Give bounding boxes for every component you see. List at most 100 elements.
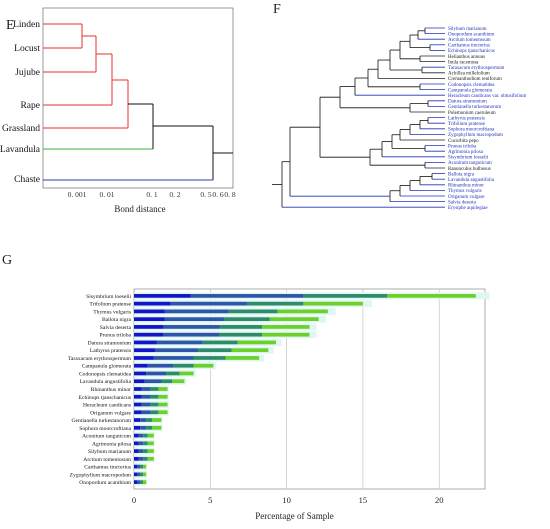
bar-segment [179, 371, 194, 376]
bar-segment [134, 348, 156, 353]
bar-segment [147, 441, 154, 446]
bar-segment [141, 410, 151, 415]
tree-leaf-label: Taraxacum erythrospermum [448, 66, 505, 71]
tree-leaf-label: Ballota nigra [448, 172, 475, 177]
category-label: Sophora moorcroftiana [79, 425, 131, 432]
category-label: Aconitum tanguticum [82, 434, 132, 440]
tree-leaf-label: Prunus triloba [448, 144, 477, 149]
tree-leaf-label: Agrimonia pilosa [448, 150, 484, 155]
category-label: Datura stramonium [88, 340, 132, 346]
bar-segment [134, 294, 191, 298]
tree-leaf-label: Gentianella turkestanorum [448, 105, 501, 110]
leaf-label-locust: Locust [14, 44, 40, 54]
bar-segment [138, 456, 144, 461]
category-label: Carthamus tinctorius [84, 465, 131, 471]
bar-segment [134, 332, 163, 337]
bar-segment [146, 425, 153, 430]
panel-e-frame [42, 7, 234, 189]
panel-f-label: F [273, 2, 281, 17]
bar-segment [219, 332, 263, 337]
bar-segment [262, 332, 310, 337]
category-label: Trifolium pratense [89, 301, 131, 308]
bar-segment [150, 387, 159, 391]
bar-segment [269, 317, 319, 322]
bar-segment [146, 418, 153, 422]
x-tick-label: 5 [208, 495, 212, 505]
bar-segment [134, 418, 141, 422]
panel-e-axis-ticks: 0. 001 0. 01 0. 1 0. 2 0. 5 0. 6 0. 8 [68, 190, 236, 199]
bar-segment [134, 394, 142, 399]
bar-segment [140, 472, 144, 477]
tick-001: 0. 01 [100, 190, 115, 199]
tick-05: 0. 5 [200, 190, 212, 199]
bar-segment [164, 309, 229, 314]
bar-segment [134, 472, 138, 477]
bar-segment [134, 325, 163, 329]
tree-leaf-label: Heracleum candicans var. obtusifolium [448, 94, 526, 99]
bar-segment [170, 301, 247, 306]
tree-leaf-label: Erysiphe aquilegiae [448, 206, 488, 211]
bar-segment [134, 371, 147, 376]
bar-segment [150, 402, 159, 407]
bar-segment [140, 464, 144, 469]
tree-leaf-label: Cucurbita pepo [448, 139, 479, 144]
bar-segment [143, 456, 148, 461]
tree-leaf-label: Datura stramonium [448, 100, 487, 105]
bar-segment [143, 480, 147, 484]
bar-segment [141, 387, 151, 391]
bar-segment [138, 449, 144, 453]
bar-segment [172, 379, 185, 384]
bar-segment [134, 340, 157, 345]
leaf-label-jujube: Jujube [15, 68, 40, 78]
bar-segment [143, 472, 147, 477]
bar-segment [146, 371, 167, 376]
leaf-label-rape: Rape [20, 101, 40, 111]
tree-leaf-label: Campanula glomerata [448, 88, 493, 93]
tree-leaf-label: Polemonium caeruleum [448, 111, 496, 116]
panel-g: G Sisymbrium loeselii Trifolium pratense T… [0, 252, 550, 524]
bar-segment [190, 294, 304, 298]
bar-segment [231, 348, 269, 353]
bar-segment [224, 317, 270, 322]
tree-leaf-label: Ranunculus bulbosus [448, 167, 491, 172]
bar-segment [134, 301, 171, 306]
bar-segment [228, 309, 278, 314]
bar-segment [134, 363, 148, 368]
bar-segment [147, 449, 154, 453]
bar-segment [141, 402, 151, 407]
bar-segment [134, 464, 138, 469]
bar-segment [143, 433, 148, 438]
bar-segment [158, 394, 168, 399]
tree-leaf-label: Thymus vulgaris [448, 189, 482, 194]
leaf-label-chaste: Chaste [14, 175, 40, 185]
bar-segment [134, 387, 142, 391]
tick-08: 0. 8 [224, 190, 236, 199]
bar-segment [166, 371, 180, 376]
tree-leaf-label: Lathyrus pratensis [448, 116, 485, 121]
category-label: Heracleum candicans [83, 403, 131, 409]
tree-leaf-label: Sisymbrium loeselii [448, 156, 489, 161]
bar-segment [158, 410, 168, 415]
bar-segment [134, 410, 142, 415]
x-tick-label: 20 [435, 495, 444, 505]
category-label: Origanum vulgare [90, 410, 131, 416]
panel-e-xlabel: Bond distance [114, 204, 165, 214]
bar-segment [225, 356, 260, 360]
tick-01: 0. 1 [146, 190, 158, 199]
bar-segment [262, 325, 310, 329]
category-label: Rhinanthus minor [91, 387, 131, 393]
category-label: Agrimonia pilosa [92, 441, 132, 447]
panel-e-dendrogram: Linden Locust Jujube Rape Grassland Lava… [0, 7, 236, 214]
tree-leaf-label: Onopordum acanthium [448, 32, 494, 37]
bar-segment [237, 340, 276, 345]
panel-e-red-cluster [43, 23, 129, 129]
tree-leaf-label: Cremanthodium reniforum [448, 77, 502, 82]
category-label: Onopordum acanthium [79, 480, 131, 486]
bar-segment [134, 449, 139, 453]
bar-segment [147, 363, 174, 368]
bar-segment [152, 418, 162, 422]
category-label: Zygophyllum macropodum [70, 472, 132, 478]
tree-leaf-label: Salvia deserta [448, 200, 477, 205]
bar-segment [134, 456, 139, 461]
